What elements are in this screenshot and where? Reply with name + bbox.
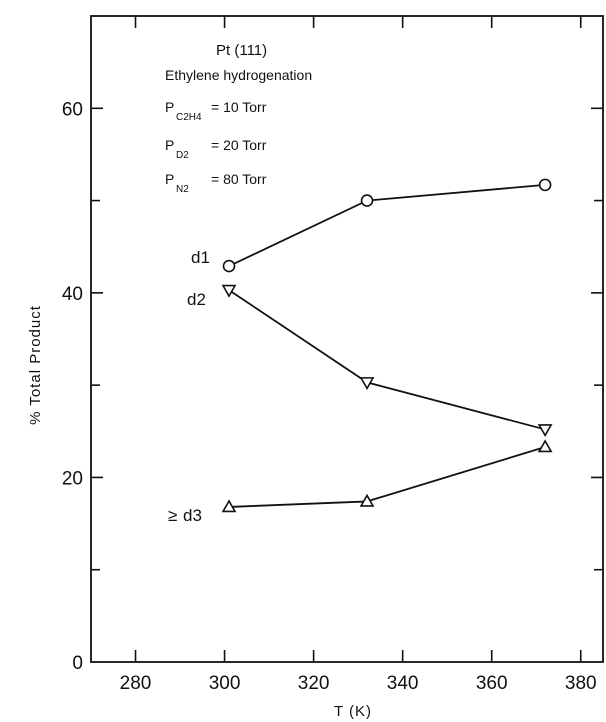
y-axis-title: % Total Product — [27, 305, 44, 425]
condition-1-value: = 10 Torr — [211, 99, 267, 115]
condition-2: P D2 = 20 Torr — [165, 137, 267, 161]
condition-2-value: = 20 Torr — [211, 137, 267, 153]
x-axis-title: T (K) — [334, 703, 372, 720]
series-line-d1 — [228, 183, 546, 267]
annotation-title: Pt (111) — [216, 42, 267, 59]
x-tick-label: 340 — [387, 673, 419, 694]
y-tick-label: 20 — [62, 468, 83, 489]
data-point-d1 — [222, 259, 236, 273]
y-tick-label: 60 — [62, 99, 83, 120]
axis-tick-labels: 280 300 320 340 360 380 0 20 40 60 — [62, 99, 597, 694]
x-tick-label: 380 — [565, 673, 597, 694]
condition-1-subscript: C2H4 — [176, 112, 202, 123]
x-tick-label: 360 — [476, 673, 508, 694]
series-label-d2: d2 — [187, 290, 206, 309]
y-tick-label: 40 — [62, 284, 83, 305]
condition-2-symbol: P — [165, 137, 174, 153]
x-tick-label: 300 — [209, 673, 241, 694]
series-labels: d1 d2 ≥ d3 — [168, 248, 210, 525]
data-point-d1 — [538, 178, 552, 192]
series-label-d3-prefix: ≥ — [168, 506, 177, 525]
condition-3-subscript: N2 — [176, 184, 189, 195]
y-tick-label: 0 — [72, 653, 83, 674]
series-layer — [221, 178, 553, 513]
condition-3-symbol: P — [165, 171, 174, 187]
data-point-d2 — [537, 424, 553, 438]
condition-2-subscript: D2 — [176, 150, 189, 161]
data-point-d3 — [359, 493, 375, 507]
annotation-reaction: Ethylene hydrogenation — [165, 67, 312, 83]
condition-3: P N2 = 80 Torr — [165, 171, 267, 195]
axis-ticks — [91, 16, 603, 662]
data-point-d1 — [360, 194, 374, 207]
data-point-d3 — [221, 499, 237, 513]
series-line-d3 — [228, 446, 546, 508]
series-label-d3: d3 — [183, 506, 202, 525]
condition-1-symbol: P — [165, 99, 174, 115]
data-point-d2 — [359, 377, 375, 390]
series-label-d1: d1 — [191, 248, 210, 267]
data-point-d2 — [221, 284, 237, 298]
data-point-d3 — [537, 439, 553, 453]
series-line-d2 — [228, 289, 546, 431]
annotation-block: Pt (111) Ethylene hydrogenation P C2H4 =… — [165, 42, 312, 195]
condition-3-value: = 80 Torr — [211, 171, 267, 187]
condition-1: P C2H4 = 10 Torr — [165, 99, 267, 123]
x-tick-label: 320 — [298, 673, 330, 694]
plot-frame — [90, 15, 604, 663]
x-tick-label: 280 — [120, 673, 152, 694]
